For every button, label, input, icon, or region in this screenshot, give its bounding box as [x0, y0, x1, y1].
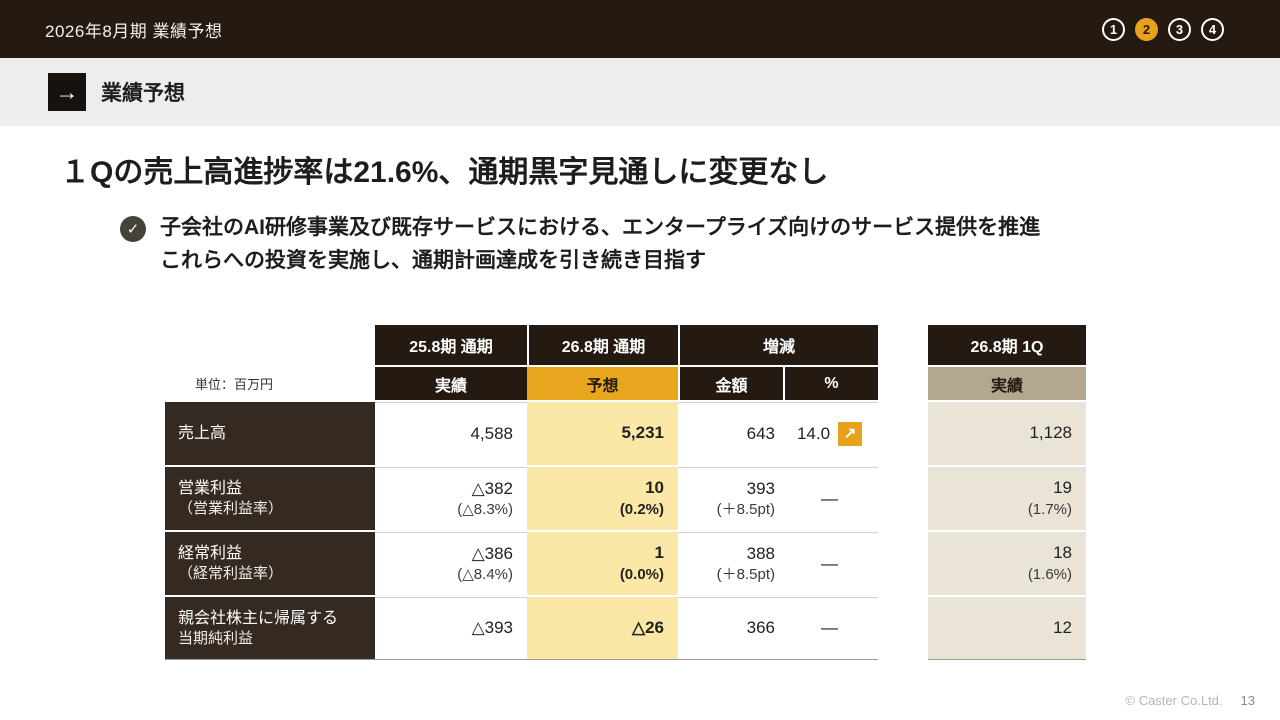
pager-dot-4[interactable]: 4 [1201, 17, 1224, 41]
change-amount-cell: 388 (＋8.5pt) [678, 532, 783, 595]
pager-dot-2-active[interactable]: 2 [1135, 17, 1158, 41]
q1-actual-cell: 1,128 [928, 402, 1086, 465]
col-forecast: 予想 [527, 367, 678, 400]
change-amount-cell: 366 [678, 597, 783, 660]
page-number: 13 [1240, 693, 1255, 708]
table-row-ordinary-profit: 経常利益 （経常利益率） △386 (△8.4%) 1 (0.0%) 388 (… [165, 532, 1086, 595]
row-label-cell: 経常利益 （経常利益率） [165, 532, 375, 595]
actual-cell: △386 (△8.4%) [375, 532, 527, 595]
col-group-q1: 26.8期 1Q [928, 325, 1086, 365]
pager-dot-3[interactable]: 3 [1168, 17, 1191, 41]
page-indicator: 1 2 3 4 [1102, 17, 1224, 41]
check-icon: ✓ [120, 216, 146, 242]
q1-actual-cell: 19 (1.7%) [928, 467, 1086, 530]
column-gap [878, 597, 928, 660]
headline: １Qの売上高進捗率は21.6%、通期黒字見通しに変更なし [60, 156, 829, 189]
table-row-net-income: 親会社株主に帰属する 当期純利益 △393 △26 366 — 12 [165, 597, 1086, 660]
q1-actual-cell: 12 [928, 597, 1086, 660]
row-label: 営業利益 [178, 480, 243, 498]
column-gap [878, 402, 928, 465]
forecast-table: 25.8期 通期 26.8期 通期 増減 26.8期 1Q 単位：百万円 実績 … [165, 325, 1086, 660]
section-title: 業績予想 [101, 82, 185, 105]
forecast-cell: 5,231 [527, 402, 678, 465]
row-label: 売上高 [178, 424, 227, 442]
actual-cell: 4,588 [375, 402, 527, 465]
up-arrow-icon: ↗ [838, 422, 863, 446]
key-point-line-1: 子会社のAI研修事業及び既存サービスにおける、エンタープライズ向けのサービス提供… [160, 216, 1041, 239]
row-label-cell: 売上高 [165, 402, 375, 465]
table-row-operating-profit: 営業利益 （営業利益率） △382 (△8.3%) 10 (0.2%) 393 … [165, 467, 1086, 530]
column-gap [878, 325, 928, 365]
col-group-fy25: 25.8期 通期 [375, 325, 527, 365]
change-percent-cell: — [783, 532, 878, 595]
header-spacer [165, 325, 375, 365]
col-actual: 実績 [375, 367, 527, 400]
row-label-cell: 営業利益 （営業利益率） [165, 467, 375, 530]
slide-footer: © Caster Co.Ltd. 13 [1126, 693, 1255, 708]
slide-section-title: 2026年8月期 業績予想 [45, 21, 223, 41]
arrow-right-icon: → [48, 73, 86, 111]
change-percent-cell: — [783, 597, 878, 660]
row-label: 親会社株主に帰属する [178, 609, 339, 627]
unit-label: 単位：百万円 [195, 377, 274, 392]
column-gap [878, 467, 928, 530]
q1-actual-cell: 18 (1.6%) [928, 532, 1086, 595]
key-point-line-2: これらへの投資を実施し、通期計画達成を引き続き目指す [160, 248, 706, 272]
column-gap [878, 532, 928, 595]
table-row-sales: 売上高 4,588 5,231 643 14.0 ↗ 1,128 [165, 402, 1086, 465]
forecast-cell: △26 [527, 597, 678, 660]
column-gap [878, 367, 928, 400]
change-amount-cell: 393 (＋8.5pt) [678, 467, 783, 530]
top-bar: 2026年8月期 業績予想 1 2 3 4 [0, 0, 1280, 58]
table-group-header-row: 25.8期 通期 26.8期 通期 増減 26.8期 1Q [165, 325, 1086, 365]
section-band: → 業績予想 [0, 58, 1280, 126]
forecast-cell: 10 (0.2%) [527, 467, 678, 530]
row-label: 経常利益 [178, 545, 243, 563]
col-group-fy26: 26.8期 通期 [527, 325, 678, 365]
col-percent: % [783, 367, 878, 400]
actual-cell: △382 (△8.3%) [375, 467, 527, 530]
col-group-change: 増減 [678, 325, 878, 365]
pager-dot-1[interactable]: 1 [1102, 17, 1125, 41]
key-point-text: 子会社のAI研修事業及び既存サービスにおける、エンタープライズ向けのサービス提供… [160, 212, 1040, 277]
forecast-cell: 1 (0.0%) [527, 532, 678, 595]
col-q1-actual: 実績 [928, 367, 1086, 400]
change-percent-cell: — [783, 467, 878, 530]
copyright: © Caster Co.Ltd. [1125, 693, 1223, 708]
change-percent-cell: 14.0 ↗ [783, 402, 878, 465]
col-amount: 金額 [678, 367, 783, 400]
change-amount-cell: 643 [678, 402, 783, 465]
key-point: ✓ 子会社のAI研修事業及び既存サービスにおける、エンタープライズ向けのサービス… [120, 212, 1040, 277]
row-label-cell: 親会社株主に帰属する 当期純利益 [165, 597, 375, 660]
table-sub-header-row: 単位：百万円 実績 予想 金額 % 実績 [165, 367, 1086, 400]
actual-cell: △393 [375, 597, 527, 660]
